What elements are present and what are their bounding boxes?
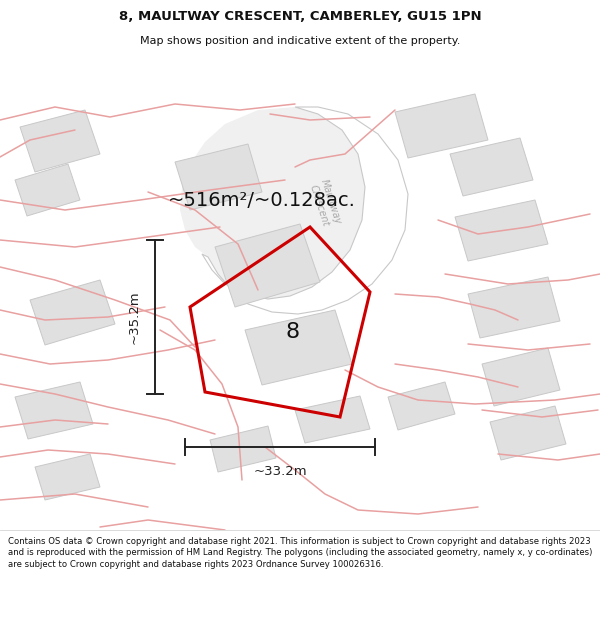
Polygon shape <box>455 200 548 261</box>
Polygon shape <box>295 396 370 443</box>
Polygon shape <box>395 94 488 158</box>
Text: Contains OS data © Crown copyright and database right 2021. This information is : Contains OS data © Crown copyright and d… <box>8 537 592 569</box>
Polygon shape <box>245 310 352 385</box>
Polygon shape <box>210 426 276 472</box>
Polygon shape <box>15 164 80 216</box>
Polygon shape <box>482 348 560 406</box>
Text: 8: 8 <box>286 322 300 342</box>
Text: Maultway
Crescent: Maultway Crescent <box>307 178 343 229</box>
Polygon shape <box>450 138 533 196</box>
Text: 8, MAULTWAY CRESCENT, CAMBERLEY, GU15 1PN: 8, MAULTWAY CRESCENT, CAMBERLEY, GU15 1P… <box>119 11 481 23</box>
Text: ~33.2m: ~33.2m <box>253 465 307 478</box>
Text: ~516m²/~0.128ac.: ~516m²/~0.128ac. <box>168 191 356 209</box>
Polygon shape <box>490 406 566 460</box>
Text: Map shows position and indicative extent of the property.: Map shows position and indicative extent… <box>140 36 460 46</box>
Polygon shape <box>202 107 408 314</box>
Polygon shape <box>215 224 320 307</box>
Polygon shape <box>30 280 115 345</box>
Polygon shape <box>468 277 560 338</box>
Polygon shape <box>35 454 100 500</box>
Polygon shape <box>180 107 365 299</box>
Text: ~35.2m: ~35.2m <box>128 290 141 344</box>
Polygon shape <box>15 382 93 439</box>
Polygon shape <box>388 382 455 430</box>
Polygon shape <box>175 144 262 210</box>
Polygon shape <box>20 110 100 172</box>
